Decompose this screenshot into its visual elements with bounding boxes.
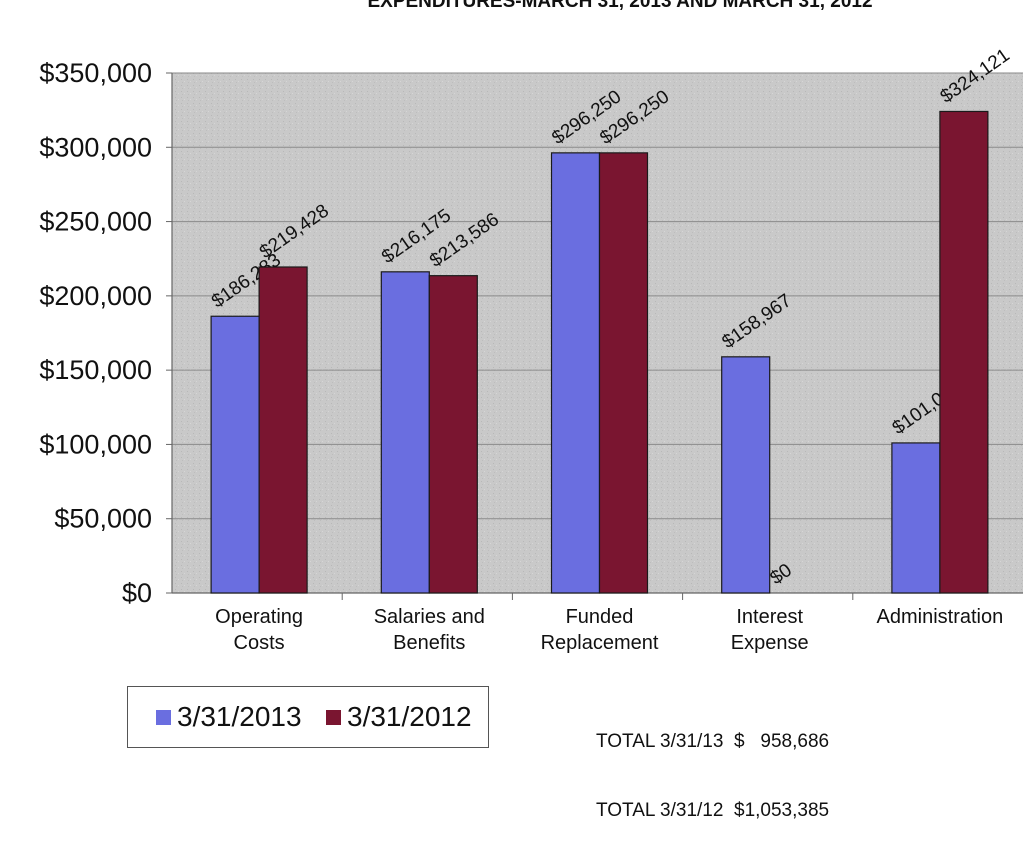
- legend-swatch-2012: [326, 709, 341, 725]
- bar-3-31-2013-1: [380, 271, 430, 594]
- legend-label-2013: 3/31/2013: [177, 701, 302, 732]
- total-2013: TOTAL 3/31/13 $ 958,686: [596, 731, 830, 752]
- legend-item-2013: 3/31/2013: [156, 701, 302, 733]
- chart-legend: 3/31/2013 3/31/2012: [127, 686, 489, 748]
- bar-3-31-2012-0: [258, 266, 308, 594]
- legend-swatch-2013: [156, 709, 171, 725]
- x-tick-label: Expense: [731, 632, 809, 654]
- legend-item-2012: 3/31/2012: [326, 701, 472, 733]
- bar-3-31-2012-4: [939, 110, 989, 594]
- bar-3-31-2013-4: [891, 442, 941, 594]
- totals-block: TOTAL 3/31/13 $ 958,686 TOTAL 3/31/12 $1…: [596, 684, 829, 845]
- x-tick-label: Benefits: [393, 632, 465, 654]
- legend-label-2012: 3/31/2012: [347, 701, 472, 732]
- x-tick-label: Operating: [215, 606, 303, 628]
- bar-3-31-2013-3: [721, 356, 771, 594]
- chart-title: EXPENDITURES-MARCH 31, 2013 AND MARCH 31…: [367, 0, 873, 12]
- bar-chart: $0 $50,000 $100,000 $150,000 $200,000 $250,00…: [39, 45, 1023, 654]
- x-tick-label: Administration: [877, 606, 1004, 628]
- y-tick-label: $0: [122, 578, 152, 608]
- x-tick-label: Interest: [736, 606, 803, 628]
- bar-3-31-2012-1: [428, 275, 478, 594]
- y-tick-label: $350,000: [39, 58, 152, 88]
- x-tick-label: Funded: [566, 606, 634, 628]
- x-tick-label: Salaries and: [374, 606, 485, 628]
- y-tick-label: $150,000: [39, 355, 152, 385]
- x-tick-label: Costs: [234, 632, 285, 654]
- bar-3-31-2012-2: [598, 152, 649, 594]
- total-2012: TOTAL 3/31/12 $1,053,385: [596, 800, 830, 821]
- y-tick-label: $100,000: [39, 429, 152, 459]
- y-tick-label: $50,000: [54, 504, 152, 534]
- bar-3-31-2013-0: [210, 315, 260, 594]
- y-tick-label: $300,000: [39, 132, 152, 162]
- y-tick-label: $200,000: [39, 281, 152, 311]
- bar-3-31-2013-2: [550, 152, 601, 594]
- x-tick-label: Replacement: [541, 632, 659, 654]
- y-tick-label: $250,000: [39, 207, 152, 237]
